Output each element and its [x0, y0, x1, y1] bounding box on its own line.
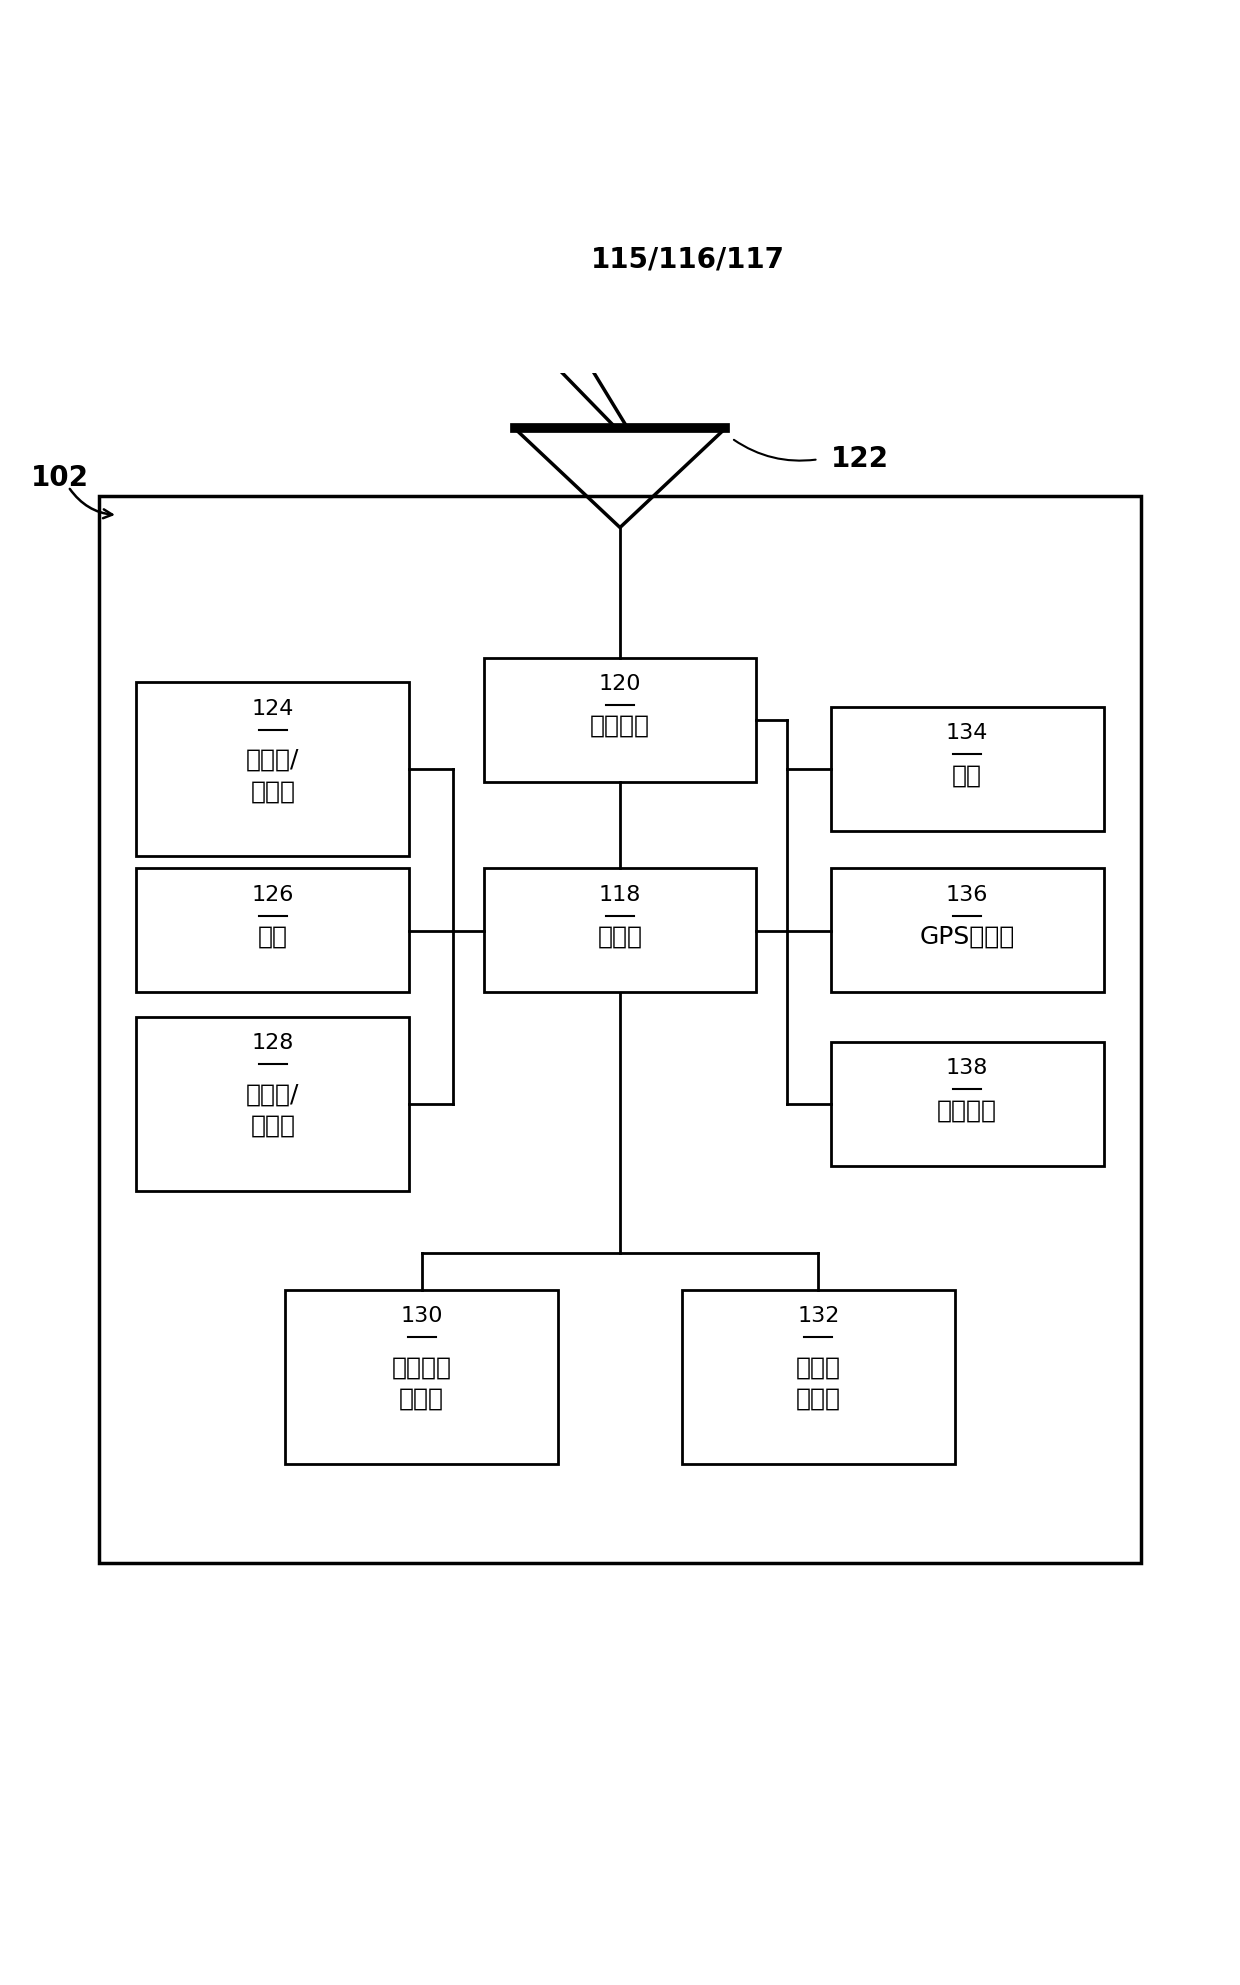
Text: 130: 130: [401, 1306, 443, 1326]
Text: 134: 134: [946, 723, 988, 744]
Bar: [484, 869, 756, 992]
Text: 外围设备: 外围设备: [937, 1098, 997, 1122]
Bar: [136, 869, 409, 992]
Text: 115/116/117: 115/116/117: [591, 246, 785, 274]
Text: 102: 102: [31, 464, 89, 492]
Bar: [484, 657, 756, 782]
Text: 不可移动
存储器: 不可移动 存储器: [392, 1356, 451, 1411]
Text: 124: 124: [252, 699, 294, 719]
Text: 118: 118: [599, 885, 641, 905]
Bar: [136, 683, 409, 856]
Bar: [99, 496, 1141, 1562]
Text: 120: 120: [599, 673, 641, 695]
Text: 电源: 电源: [952, 764, 982, 788]
Bar: [285, 1290, 558, 1463]
Text: 126: 126: [252, 885, 294, 905]
Bar: [831, 869, 1104, 992]
Text: 收发信机: 收发信机: [590, 715, 650, 738]
Text: 136: 136: [946, 885, 988, 905]
Text: 处理器: 处理器: [598, 925, 642, 949]
Text: 128: 128: [252, 1034, 294, 1054]
Text: 132: 132: [797, 1306, 839, 1326]
Bar: [136, 1016, 409, 1191]
Text: 键盘: 键盘: [258, 925, 288, 949]
Bar: [831, 707, 1104, 832]
Bar: [831, 1042, 1104, 1165]
Text: 显示器/
触摸板: 显示器/ 触摸板: [246, 1082, 300, 1137]
Text: GPS芯片组: GPS芯片组: [920, 925, 1014, 949]
Text: 122: 122: [831, 445, 889, 472]
Bar: [682, 1290, 955, 1463]
Text: 可移动
存储器: 可移动 存储器: [796, 1356, 841, 1411]
Text: 扬声器/
麦克风: 扬声器/ 麦克风: [246, 748, 300, 804]
Text: 138: 138: [946, 1058, 988, 1078]
